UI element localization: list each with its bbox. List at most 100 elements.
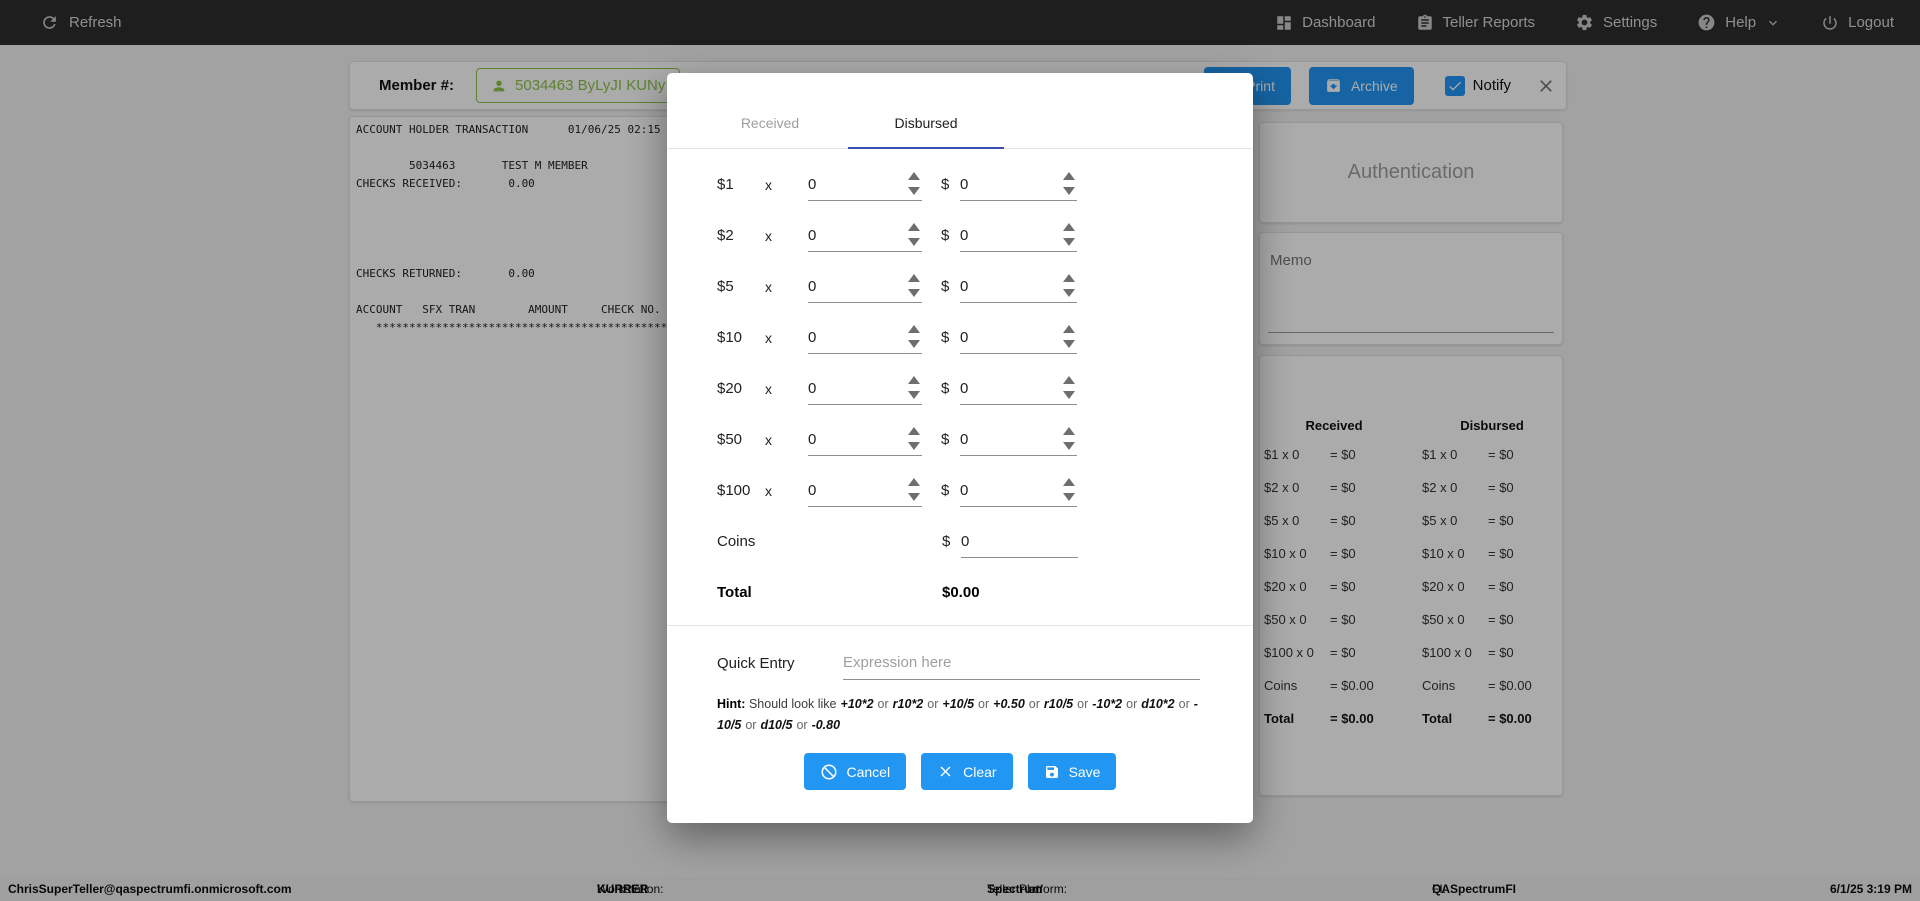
archive-icon	[1325, 77, 1342, 94]
spinner-down-icon[interactable]	[908, 289, 920, 297]
nav-dashboard[interactable]: Dashboard	[1275, 14, 1376, 32]
refresh-label: Refresh	[69, 14, 122, 31]
quick-entry-input[interactable]	[843, 646, 1200, 679]
spinner-up-icon[interactable]	[908, 376, 920, 384]
chevron-down-icon	[1765, 15, 1781, 31]
logout-label: Logout	[1848, 14, 1894, 31]
clear-button[interactable]: Clear	[921, 753, 1013, 790]
archive-button[interactable]: Archive	[1308, 66, 1414, 105]
spinner-up-icon[interactable]	[908, 325, 920, 333]
spinner-down-icon[interactable]	[1063, 289, 1075, 297]
denom-label: $2	[717, 227, 734, 244]
spinner-up-icon[interactable]	[1063, 274, 1075, 282]
authentication-panel: Authentication	[1259, 122, 1563, 223]
summary-total-row: Total = $0.00	[1264, 711, 1374, 726]
quick-entry-hint: Hint: Should look like +10*2 or r10*2 or +10/…	[717, 697, 1198, 732]
spinner-down-icon[interactable]	[1063, 493, 1075, 501]
spinner-down-icon[interactable]	[1063, 391, 1075, 399]
divider	[667, 625, 1253, 626]
spinner-down-icon[interactable]	[1063, 340, 1075, 348]
help-icon	[1697, 13, 1716, 32]
spinner-up-icon[interactable]	[1063, 427, 1075, 435]
refresh-button[interactable]: Refresh	[40, 13, 122, 32]
summary-row: $1 x 0 = $0	[1422, 447, 1514, 462]
spinner-up-icon[interactable]	[908, 223, 920, 231]
teller-reports-label: Teller Reports	[1442, 14, 1536, 31]
check-icon	[1447, 78, 1463, 94]
denomination-summary-panel: Received $1 x 0 = $0 $2 x 0 = $0 $5 x 0 = $…	[1259, 355, 1563, 796]
spinner-up-icon[interactable]	[1063, 223, 1075, 231]
total-value: $0.00	[942, 584, 980, 601]
spinner-up-icon[interactable]	[908, 274, 920, 282]
amount-input[interactable]	[960, 168, 1057, 200]
notify-checkbox[interactable]	[1444, 75, 1465, 96]
cancel-button[interactable]: Cancel	[803, 753, 907, 790]
print-label: Print	[1246, 77, 1275, 94]
spinner-up-icon[interactable]	[1063, 376, 1075, 384]
spinner-up-icon[interactable]	[1063, 172, 1075, 180]
spinner-down-icon[interactable]	[1063, 187, 1075, 195]
spinner-up-icon[interactable]	[1063, 325, 1075, 333]
nav-teller-reports[interactable]: Teller Reports	[1416, 14, 1536, 32]
amount-input[interactable]	[960, 423, 1057, 455]
spinner-down-icon[interactable]	[908, 340, 920, 348]
spinner-down-icon[interactable]	[908, 442, 920, 450]
statusbar-workstation: Workstation: KURRER	[597, 882, 664, 896]
summary-row: Coins = $0.00	[1264, 678, 1374, 693]
spinner-down-icon[interactable]	[908, 238, 920, 246]
save-button[interactable]: Save	[1027, 753, 1117, 790]
archive-label: Archive	[1350, 77, 1398, 94]
spinner-down-icon[interactable]	[908, 187, 920, 195]
amount-input[interactable]	[960, 372, 1057, 404]
currency-label: $	[941, 278, 950, 295]
summary-row: $1 x 0 = $0	[1264, 447, 1356, 462]
summary-row: $100 x 0 = $0	[1264, 645, 1356, 660]
nav-help[interactable]: Help	[1697, 13, 1781, 32]
count-input[interactable]	[808, 423, 902, 455]
currency-label: $	[941, 227, 950, 244]
close-icon[interactable]	[1536, 76, 1556, 96]
clear-x-icon	[937, 763, 954, 780]
count-input[interactable]	[808, 168, 902, 200]
count-input[interactable]	[808, 270, 902, 302]
memo-input[interactable]	[1268, 311, 1554, 333]
coins-input[interactable]	[961, 525, 1078, 557]
spinner-down-icon[interactable]	[1063, 238, 1075, 246]
denomination-row: $100 x $	[667, 465, 1253, 516]
currency-label: $	[941, 380, 950, 397]
amount-input[interactable]	[960, 219, 1057, 251]
times-label: x	[765, 482, 772, 499]
denom-label: $20	[717, 380, 743, 397]
amount-input[interactable]	[960, 321, 1057, 353]
denomination-rows: $1 x $ $2 x $ $5 x $	[667, 159, 1253, 618]
summary-disbursed-column: Disbursed $1 x 0 = $0 $2 x 0 = $0 $5 x 0 = …	[1422, 418, 1562, 735]
spinner-down-icon[interactable]	[1063, 442, 1075, 450]
memo-panel: Memo	[1259, 232, 1563, 345]
nav-logout[interactable]: Logout	[1821, 14, 1894, 32]
count-input[interactable]	[808, 474, 902, 506]
quick-entry-row: Quick Entry	[717, 641, 1200, 685]
coins-label: Coins	[717, 533, 756, 550]
count-input[interactable]	[808, 321, 902, 353]
topbar-nav: Dashboard Teller Reports Settings Help	[1275, 13, 1894, 32]
statusbar: ChrisSuperTeller@qaspectrumfi.onmicrosof…	[0, 877, 1920, 901]
denom-label: $50	[717, 431, 743, 448]
times-label: x	[765, 278, 772, 295]
spinner-down-icon[interactable]	[908, 493, 920, 501]
tab-received[interactable]: Received	[740, 115, 800, 131]
count-input[interactable]	[808, 219, 902, 251]
count-input[interactable]	[808, 372, 902, 404]
spinner-up-icon[interactable]	[908, 427, 920, 435]
spinner-up-icon[interactable]	[908, 478, 920, 486]
spinner-down-icon[interactable]	[908, 391, 920, 399]
spinner-up-icon[interactable]	[908, 172, 920, 180]
times-label: x	[765, 431, 772, 448]
amount-input[interactable]	[960, 270, 1057, 302]
amount-input[interactable]	[960, 474, 1057, 506]
spinner-up-icon[interactable]	[1063, 478, 1075, 486]
settings-label: Settings	[1603, 14, 1658, 31]
coins-row: Coins $	[667, 516, 1253, 567]
nav-settings[interactable]: Settings	[1575, 13, 1657, 32]
clipboard-icon	[1416, 14, 1434, 32]
tab-disbursed[interactable]: Disbursed	[848, 115, 1004, 149]
